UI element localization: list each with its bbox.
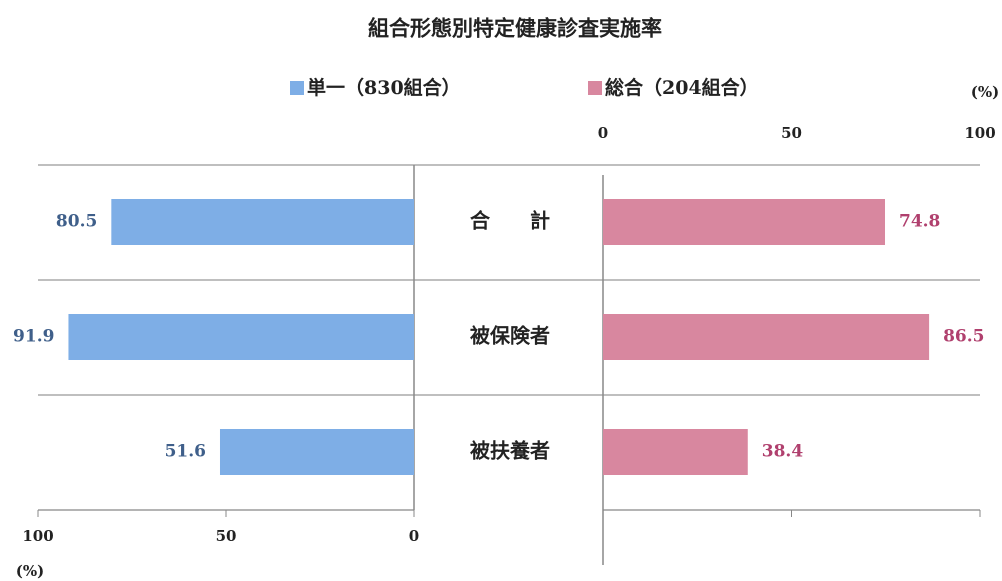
value-label: 86.5 bbox=[943, 327, 984, 347]
x-tick-label: 0 bbox=[409, 527, 419, 545]
bar bbox=[219, 429, 414, 475]
bar bbox=[68, 314, 415, 360]
legend-label: 単一（830組合） bbox=[307, 76, 461, 99]
category-label: 合 計 bbox=[470, 209, 550, 233]
x-tick-label: 100 bbox=[964, 124, 995, 142]
bar bbox=[603, 314, 930, 360]
unit-label: (%) bbox=[16, 562, 44, 580]
bar bbox=[603, 199, 885, 245]
category-label: 被保険者 bbox=[470, 324, 550, 348]
bar bbox=[111, 199, 414, 245]
unit-label: (%) bbox=[971, 83, 999, 101]
x-tick-label: 50 bbox=[216, 527, 237, 545]
legend-label: 総合（204組合） bbox=[605, 76, 759, 99]
x-tick-label: 100 bbox=[22, 527, 53, 545]
x-tick-label: 0 bbox=[598, 124, 608, 142]
value-label: 51.6 bbox=[165, 442, 206, 462]
value-label: 74.8 bbox=[899, 212, 940, 232]
category-label: 被扶養者 bbox=[470, 439, 550, 463]
value-label: 80.5 bbox=[56, 212, 97, 232]
value-label: 91.9 bbox=[13, 327, 54, 347]
legend-swatch bbox=[290, 81, 304, 95]
chart-title: 組合形態別特定健康診査実施率 bbox=[368, 16, 662, 41]
value-label: 38.4 bbox=[762, 442, 804, 462]
x-tick-label: 50 bbox=[781, 124, 802, 142]
legend-swatch bbox=[588, 81, 602, 95]
bar bbox=[603, 429, 748, 475]
